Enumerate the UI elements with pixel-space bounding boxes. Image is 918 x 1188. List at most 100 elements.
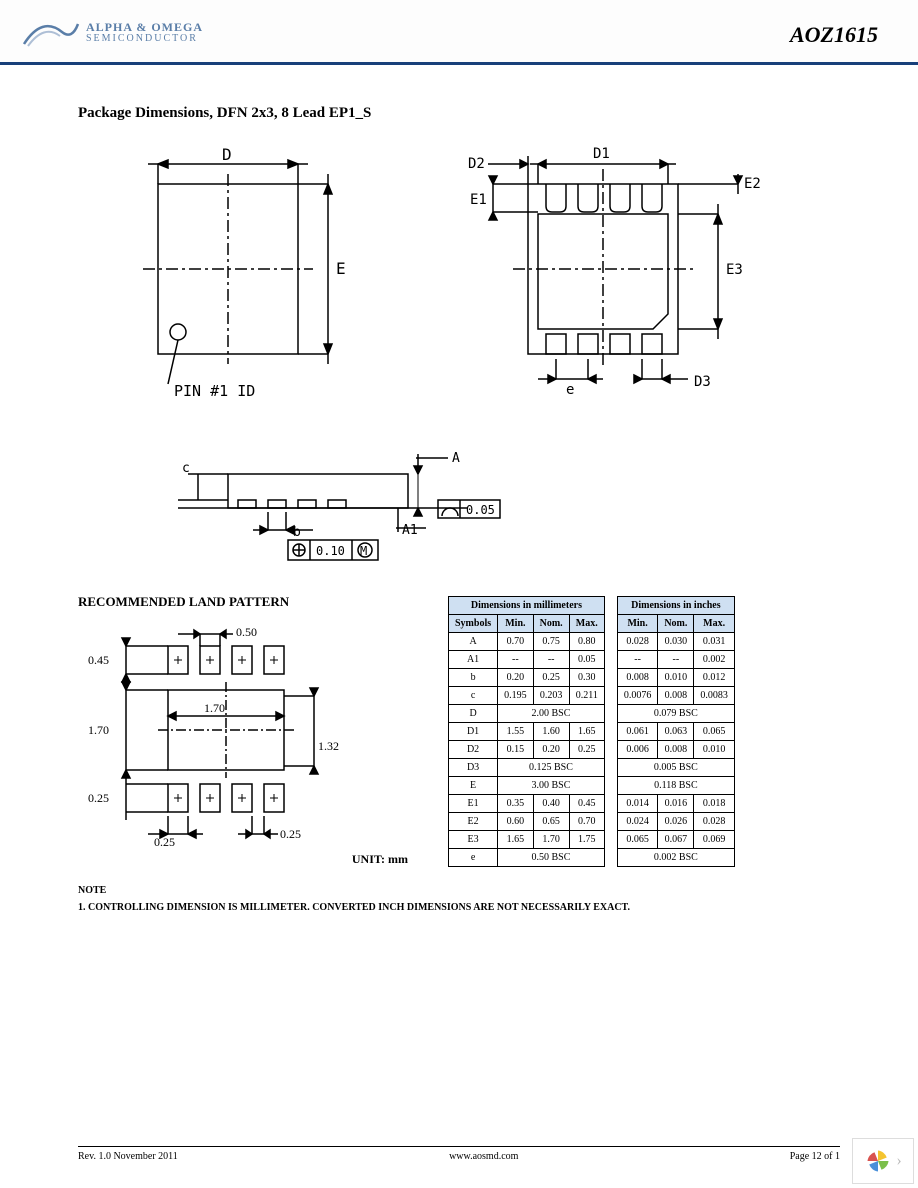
land-pattern-title: RECOMMENDED LAND PATTERN — [78, 594, 418, 610]
position-tol: 0.10 — [316, 544, 345, 558]
lp-dim-132: 1.32 — [318, 739, 339, 753]
in-span-cell: 0.002 BSC — [617, 849, 734, 867]
dim-b-label: b — [293, 525, 301, 540]
sym-cell: A — [449, 633, 498, 651]
in-span-cell: 0.079 BSC — [617, 705, 734, 723]
lp-dim-170h: 1.70 — [204, 701, 225, 715]
mm-cell: 0.05 — [569, 651, 604, 669]
mm-cell: 0.195 — [498, 687, 534, 705]
sym-cell: D — [449, 705, 498, 723]
in-cell: 0.008 — [658, 687, 694, 705]
top-diagrams: D E PIN #1 ID — [78, 134, 858, 404]
mm-cell: 0.70 — [569, 813, 604, 831]
svg-text:M: M — [360, 544, 367, 558]
in-cell: 0.031 — [694, 633, 735, 651]
col-nom-in: Nom. — [658, 615, 694, 633]
sym-cell: E1 — [449, 795, 498, 813]
in-cell: 0.061 — [617, 723, 658, 741]
in-cell: 0.028 — [694, 813, 735, 831]
col-max: Max. — [569, 615, 604, 633]
lp-dim-025c: 0.25 — [280, 827, 301, 841]
section-title: Package Dimensions, DFN 2x3, 8 Lead EP1_… — [78, 105, 858, 122]
flatness-tol: 0.05 — [466, 503, 495, 517]
sym-cell: c — [449, 687, 498, 705]
in-cell: 0.016 — [658, 795, 694, 813]
mm-cell: 0.211 — [569, 687, 604, 705]
dim-D-label: D — [222, 145, 232, 164]
mm-cell: 0.35 — [498, 795, 534, 813]
mm-cell: 1.55 — [498, 723, 534, 741]
mm-cell: 0.203 — [533, 687, 569, 705]
dim-D1-label: D1 — [593, 146, 610, 162]
in-cell: 0.063 — [658, 723, 694, 741]
in-cell: 0.069 — [694, 831, 735, 849]
unit-label: UNIT: mm — [78, 852, 418, 867]
in-cell: 0.030 — [658, 633, 694, 651]
note-title: NOTE — [78, 885, 858, 896]
sym-cell: E2 — [449, 813, 498, 831]
pin1-label: PIN #1 ID — [174, 382, 255, 400]
page-footer: Rev. 1.0 November 2011 www.aosmd.com Pag… — [78, 1146, 840, 1162]
note-section: NOTE 1. CONTROLLING DIMENSION IS MILLIME… — [78, 885, 858, 913]
in-cell: 0.065 — [694, 723, 735, 741]
sym-cell: D1 — [449, 723, 498, 741]
sym-cell: E3 — [449, 831, 498, 849]
dim-e-label: e — [566, 382, 574, 398]
land-pattern-diagram: 0.50 0.45 1.70 1.70 1.32 0.25 0.25 0.25 — [78, 616, 398, 846]
dim-E2-label: E2 — [744, 176, 761, 192]
mm-cell: 0.30 — [569, 669, 604, 687]
in-cell: 0.008 — [617, 669, 658, 687]
dim-E-label: E — [336, 259, 346, 278]
dimensions-in-table: Dimensions in inches Min. Nom. Max. 0.02… — [617, 596, 735, 867]
company-name-bot: SEMICONDUCTOR — [86, 33, 203, 45]
mm-cell: 0.70 — [498, 633, 534, 651]
in-cell: 0.067 — [658, 831, 694, 849]
mm-cell: 0.60 — [498, 813, 534, 831]
in-cell: 0.026 — [658, 813, 694, 831]
mm-span-cell: 0.125 BSC — [498, 759, 605, 777]
dim-D2-label: D2 — [468, 156, 485, 172]
col-min-in: Min. — [617, 615, 658, 633]
mm-cell: 1.65 — [498, 831, 534, 849]
mm-cell: 1.75 — [569, 831, 604, 849]
mm-span-cell: 3.00 BSC — [498, 777, 605, 795]
sym-cell: A1 — [449, 651, 498, 669]
mm-cell: 0.25 — [533, 669, 569, 687]
note-line-1: 1. CONTROLLING DIMENSION IS MILLIMETER. … — [78, 902, 858, 913]
lp-dim-045: 0.45 — [88, 653, 109, 667]
in-cell: 0.012 — [694, 669, 735, 687]
mm-cell: 0.75 — [533, 633, 569, 651]
in-cell: 0.028 — [617, 633, 658, 651]
in-cell: 0.0076 — [617, 687, 658, 705]
mm-cell: 0.25 — [569, 741, 604, 759]
sym-cell: E — [449, 777, 498, 795]
mm-cell: 0.20 — [533, 741, 569, 759]
mm-cell: 0.40 — [533, 795, 569, 813]
in-cell: -- — [617, 651, 658, 669]
mm-span-cell: 0.50 BSC — [498, 849, 605, 867]
sym-cell: D3 — [449, 759, 498, 777]
dim-D3-label: D3 — [694, 374, 711, 390]
page-header: ALPHA & OMEGA SEMICONDUCTOR AOZ1615 — [0, 0, 918, 65]
package-top-view-diagram: D E PIN #1 ID — [78, 134, 378, 404]
in-cell: 0.002 — [694, 651, 735, 669]
lp-dim-170v: 1.70 — [88, 723, 109, 737]
dim-E1-label: E1 — [470, 192, 487, 208]
mm-cell: 0.45 — [569, 795, 604, 813]
in-cell: 0.024 — [617, 813, 658, 831]
chevron-right-icon[interactable]: › — [896, 1152, 901, 1170]
col-min: Min. — [498, 615, 534, 633]
in-cell: 0.018 — [694, 795, 735, 813]
col-nom: Nom. — [533, 615, 569, 633]
in-cell: 0.065 — [617, 831, 658, 849]
mm-span-cell: 2.00 BSC — [498, 705, 605, 723]
dim-E3-label: E3 — [726, 262, 743, 278]
viewer-nav-widget[interactable]: › — [852, 1138, 914, 1184]
in-span-cell: 0.118 BSC — [617, 777, 734, 795]
lp-dim-025b: 0.25 — [154, 835, 175, 846]
package-side-view-diagram: c A A1 b 0.05 0.10 M — [138, 444, 518, 564]
footer-url: www.aosmd.com — [449, 1151, 518, 1162]
mm-cell: 0.20 — [498, 669, 534, 687]
datasheet-page: ALPHA & OMEGA SEMICONDUCTOR AOZ1615 Pack… — [0, 0, 918, 1188]
dim-c-label: c — [182, 461, 190, 476]
